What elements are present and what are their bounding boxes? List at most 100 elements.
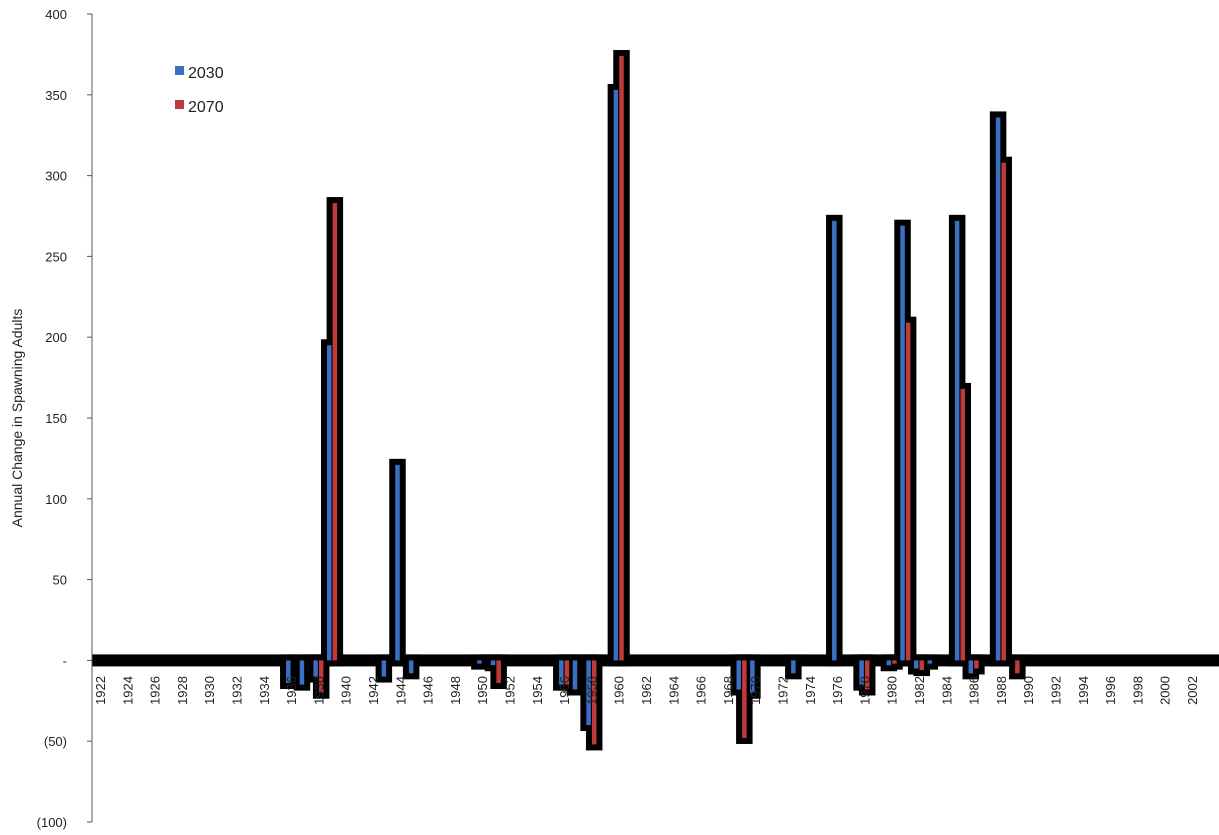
bar-2030-1973 (791, 660, 796, 674)
x-tick-label-1984: 1984 (939, 676, 954, 705)
x-tick-label-1964: 1964 (666, 676, 681, 705)
x-tick-label-1990: 1990 (1021, 676, 1036, 705)
bar-2030-1958 (586, 660, 591, 726)
y-axis-title: Annual Change in Spawning Adults (9, 309, 25, 528)
bar-2030-1957 (572, 660, 578, 690)
y-tick-label: 50 (53, 573, 67, 588)
bar-2030-1960 (613, 89, 619, 661)
y-tick-label: 100 (45, 492, 67, 507)
x-tick-label-1928: 1928 (175, 676, 190, 705)
bar-2070-1960 (619, 56, 624, 661)
x-tick-label-1998: 1998 (1130, 676, 1145, 705)
bar-2030-1938 (313, 660, 318, 677)
bar-2030-1978 (859, 660, 864, 685)
x-tick-label-1922: 1922 (93, 676, 108, 705)
x-tick-label-1932: 1932 (230, 676, 245, 705)
bar-2070-1986 (974, 660, 979, 669)
x-tick-label-1968: 1968 (721, 676, 736, 705)
x-tick-label-1986: 1986 (967, 676, 982, 705)
x-tick-label-1972: 1972 (776, 676, 791, 705)
x-tick-label-1962: 1962 (639, 676, 654, 705)
bar-2030-1983 (927, 660, 933, 664)
x-tick-label-1996: 1996 (1103, 676, 1118, 705)
x-tick-label-1988: 1988 (994, 676, 1009, 705)
x-tick-label-1944: 1944 (393, 676, 408, 705)
bar-2070-1981 (905, 322, 911, 661)
bar-2030-1939 (327, 345, 332, 661)
x-tick-label-1946: 1946 (421, 676, 436, 705)
zero-line-band (92, 654, 1219, 667)
bar-2030-1976 (832, 220, 837, 661)
bar-2030-1937 (299, 660, 305, 685)
x-tick-label-1934: 1934 (257, 676, 272, 705)
bar-2030-1970 (750, 660, 755, 693)
bar-2030-1981 (900, 225, 905, 661)
x-tick-label-1930: 1930 (202, 676, 217, 705)
y-axis: 400 350 300 250 200 150 100 50 - (50) (100) (37, 7, 93, 830)
bar-2070-1985 (960, 388, 965, 661)
x-tick-label-1960: 1960 (612, 676, 627, 705)
legend-swatch-2030 (175, 66, 184, 75)
bar-2070-1956 (564, 660, 570, 685)
x-tick-labels: 1922 1924 1926 1928 1930 1932 1934 1936 1938 1940… (93, 676, 1200, 705)
x-tick-label-1942: 1942 (366, 676, 381, 705)
bar-2070-1989 (1015, 660, 1020, 674)
legend-label-2070: 2070 (188, 99, 224, 116)
x-tick-label-1950: 1950 (475, 676, 490, 705)
bar-2030-1969 (736, 660, 741, 690)
x-tick-label-1958: 1958 (584, 676, 599, 705)
x-tick-label-1978: 1978 (857, 676, 872, 705)
bar-2070-1982 (919, 660, 925, 671)
bar-2070-1939 (332, 203, 338, 661)
bar-2070-1969 (742, 660, 747, 738)
y-tick-label: (100) (37, 815, 67, 830)
x-tick-label-1970: 1970 (748, 676, 763, 705)
y-tick-label: 350 (45, 88, 67, 103)
bar-2030-1945 (408, 660, 414, 674)
x-tick-label-2002: 2002 (1185, 676, 1200, 705)
legend-swatch-2070 (175, 100, 184, 109)
x-tick-label-1952: 1952 (503, 676, 518, 705)
x-tick-label-1926: 1926 (148, 676, 163, 705)
bar-2030-1982 (913, 660, 919, 669)
data-bars (286, 56, 1020, 745)
x-tick-label-1956: 1956 (557, 676, 572, 705)
legend: 2030 2070 (175, 65, 224, 116)
bar-2070-1938 (318, 660, 324, 693)
bar-2030-1985 (954, 220, 960, 661)
x-tick-label-1936: 1936 (284, 676, 299, 705)
y-tick-label: (50) (44, 734, 67, 749)
x-tick-label-1982: 1982 (912, 676, 927, 705)
x-tick-label-1954: 1954 (530, 676, 545, 705)
bar-2030-1986 (968, 660, 974, 674)
bar-2030-1956 (559, 660, 564, 685)
x-tick-label-1924: 1924 (120, 676, 135, 705)
y-tick-label: 150 (45, 411, 67, 426)
bar-outlines (92, 50, 1219, 751)
bar-2070-1980 (892, 660, 897, 664)
bar-2070-1978 (864, 660, 870, 690)
x-tick-label-1992: 1992 (1049, 676, 1064, 705)
bar-2030-1936 (286, 660, 291, 684)
x-tick-label-1994: 1994 (1076, 676, 1091, 705)
x-tick-label-1948: 1948 (448, 676, 463, 705)
legend-label-2030: 2030 (188, 65, 224, 82)
bar-2030-1950 (477, 660, 482, 664)
x-tick-label-1976: 1976 (830, 676, 845, 705)
y-tick-label: - (63, 653, 67, 668)
bar-2070-1958 (591, 660, 597, 745)
bar-2070-1988 (1001, 162, 1006, 661)
bar-2070-1951 (496, 660, 501, 684)
x-tick-label-1980: 1980 (885, 676, 900, 705)
x-tick-label-1938: 1938 (311, 676, 326, 705)
bar-2030-1951 (490, 660, 496, 666)
y-tick-label: 400 (45, 7, 67, 22)
y-tick-label: 200 (45, 330, 67, 345)
y-tick-label: 300 (45, 169, 67, 184)
x-tick-label-2000: 2000 (1158, 676, 1173, 705)
x-tick-label-1974: 1974 (803, 676, 818, 705)
bar-2030-1980 (886, 660, 892, 666)
bar-2030-1944 (395, 464, 400, 661)
y-tick-label: 250 (45, 249, 67, 264)
